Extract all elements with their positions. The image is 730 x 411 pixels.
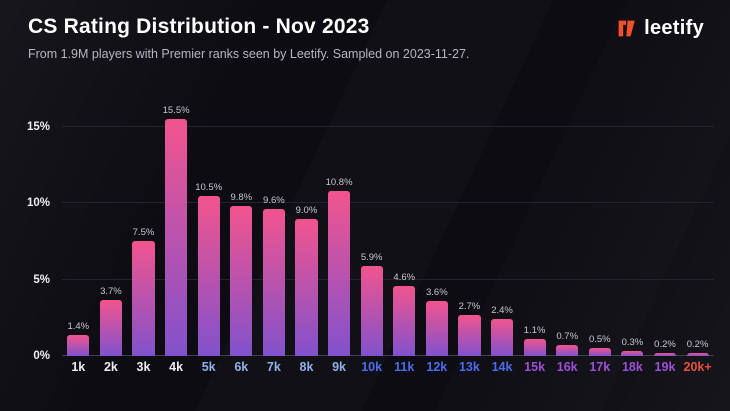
bar-value-label: 1.4%: [67, 320, 90, 332]
bar-value-label: 9.8%: [230, 192, 253, 204]
bar-slot-9k: 10.8%: [323, 104, 356, 356]
x-axis-label-2k: 2k: [103, 360, 118, 374]
bar-slot-19k: 0.2%: [649, 104, 682, 356]
bar-value-label: 1.1%: [523, 325, 546, 337]
bar-8k: [295, 218, 318, 356]
bar-value-label: 3.7%: [100, 285, 122, 297]
bar-9k: [327, 191, 351, 356]
bar-slot-12k: 3.6%: [421, 104, 454, 356]
x-axis-label-4k: 4k: [169, 360, 184, 374]
bar-slot-6k: 9.8%: [225, 104, 258, 356]
brand-wordmark: leetify: [644, 17, 704, 39]
x-axis-label-18k: 18k: [621, 360, 643, 374]
bar-1k: [67, 334, 90, 356]
chart-title: CS Rating Distribution - Nov 2023: [28, 15, 370, 38]
bar-6k: [230, 206, 253, 356]
x-axis-label-14k: 14k: [491, 360, 513, 374]
bar-7k: [262, 209, 285, 356]
header: CS Rating Distribution - Nov 2023 From 1…: [28, 15, 469, 61]
bar-value-label: 3.6%: [426, 287, 448, 299]
bar-value-label: 10.8%: [325, 177, 353, 189]
bar-slot-10k: 5.9%: [355, 104, 388, 356]
gridline: [62, 202, 714, 204]
bar-18k: [621, 351, 644, 356]
bar-16k: [556, 345, 579, 356]
bar-value-label: 2.4%: [491, 305, 513, 317]
x-axis-label-12k: 12k: [426, 360, 448, 374]
x-axis-label-16k: 16k: [556, 360, 578, 374]
x-axis-label-3k: 3k: [136, 360, 151, 374]
x-axis-label-8k: 8k: [299, 360, 314, 374]
bar-value-label: 4.6%: [393, 271, 416, 283]
bar-10k: [360, 265, 383, 356]
x-axis-label-13k: 13k: [458, 360, 480, 374]
bar-4k: [165, 119, 188, 356]
x-axis-label-10k: 10k: [361, 360, 383, 374]
bar-slot-4k: 15.5%: [160, 104, 193, 356]
x-axis-label-17k: 17k: [589, 360, 611, 374]
bar-19k: [653, 352, 677, 356]
bar-value-label: 10.5%: [195, 181, 223, 193]
bar-2k: [99, 299, 122, 356]
bar-value-label: 2.7%: [458, 300, 481, 312]
bar-value-label: 5.9%: [360, 251, 383, 263]
x-axis-label-20k+: 20k+: [683, 360, 712, 374]
x-axis-label-7k: 7k: [266, 360, 281, 374]
bar-value-label: 0.2%: [654, 338, 676, 350]
bar-14k: [490, 319, 514, 356]
leetify-brand: leetify: [616, 17, 704, 40]
x-axis-label-6k: 6k: [234, 360, 249, 374]
bar-slot-2k: 3.7%: [95, 104, 128, 356]
bar-value-label: 9.0%: [295, 204, 318, 216]
bar-slot-13k: 2.7%: [453, 104, 486, 356]
bar-slot-8k: 9.0%: [290, 104, 323, 356]
y-axis-tick-label: 15%: [26, 120, 50, 133]
bar-17k: [588, 348, 611, 356]
bar-13k: [458, 314, 481, 356]
y-axis-tick-label: 0%: [33, 350, 50, 362]
chart-subtitle: From 1.9M players with Premier ranks see…: [28, 47, 470, 61]
x-axis-label-1k: 1k: [71, 360, 86, 374]
bar-value-label: 0.5%: [588, 334, 611, 346]
bar-slot-17k: 0.5%: [584, 104, 617, 356]
x-axis-label-9k: 9k: [332, 360, 346, 374]
plot-area: 1.4% 3.7% 7.5% 15.5% 10.5% 9.8% 9.6% 9.0% 10.8% 5…: [62, 104, 714, 356]
bar-slot-18k: 0.3%: [616, 104, 649, 356]
y-axis: 0% 5% 10% 15%: [14, 104, 56, 362]
y-axis-tick-label: 5%: [33, 273, 50, 286]
gridline: [62, 125, 714, 127]
y-axis-tick-label: 10%: [26, 197, 50, 210]
x-axis-label-19k: 19k: [654, 360, 676, 374]
gridline: [62, 278, 714, 280]
bar-value-label: 7.5%: [132, 227, 155, 239]
bar-slot-11k: 4.6%: [388, 104, 421, 356]
bar-value-label: 15.5%: [162, 105, 190, 117]
bar-11k: [393, 285, 416, 356]
bar-3k: [132, 241, 155, 356]
bar-12k: [425, 301, 448, 356]
bar-5k: [197, 195, 220, 356]
bar-value-label: 9.6%: [263, 195, 285, 207]
x-axis-label-15k: 15k: [524, 360, 546, 374]
bar-value-label: 0.2%: [686, 338, 709, 350]
bars: 1.4% 3.7% 7.5% 15.5% 10.5% 9.8% 9.6% 9.0% 10.8% 5…: [62, 104, 714, 356]
bar-value-label: 0.3%: [621, 337, 644, 349]
x-axis: 1k 2k 3k 4k 5k 6k 7k 8k 9k 10k 11k 12k 13k 14k 15k 16k 1…: [62, 360, 714, 374]
bar-slot-1k: 1.4%: [62, 104, 95, 356]
leetify-logo-icon: [618, 20, 635, 37]
bar-slot-14k: 2.4%: [486, 104, 519, 356]
x-axis-label-11k: 11k: [394, 360, 415, 374]
bar-15k: [523, 339, 546, 356]
bar-slot-20k+: 0.2%: [681, 104, 714, 356]
x-axis-label-5k: 5k: [201, 360, 216, 374]
x-axis-baseline: [62, 355, 714, 356]
bar-slot-3k: 7.5%: [127, 104, 160, 356]
bar-slot-15k: 1.1%: [518, 104, 551, 356]
bar-20k+: [686, 352, 709, 356]
bar-slot-5k: 10.5%: [192, 104, 225, 356]
bar-slot-16k: 0.7%: [551, 104, 584, 356]
bar-slot-7k: 9.6%: [258, 104, 291, 356]
bar-value-label: 0.7%: [556, 331, 579, 343]
